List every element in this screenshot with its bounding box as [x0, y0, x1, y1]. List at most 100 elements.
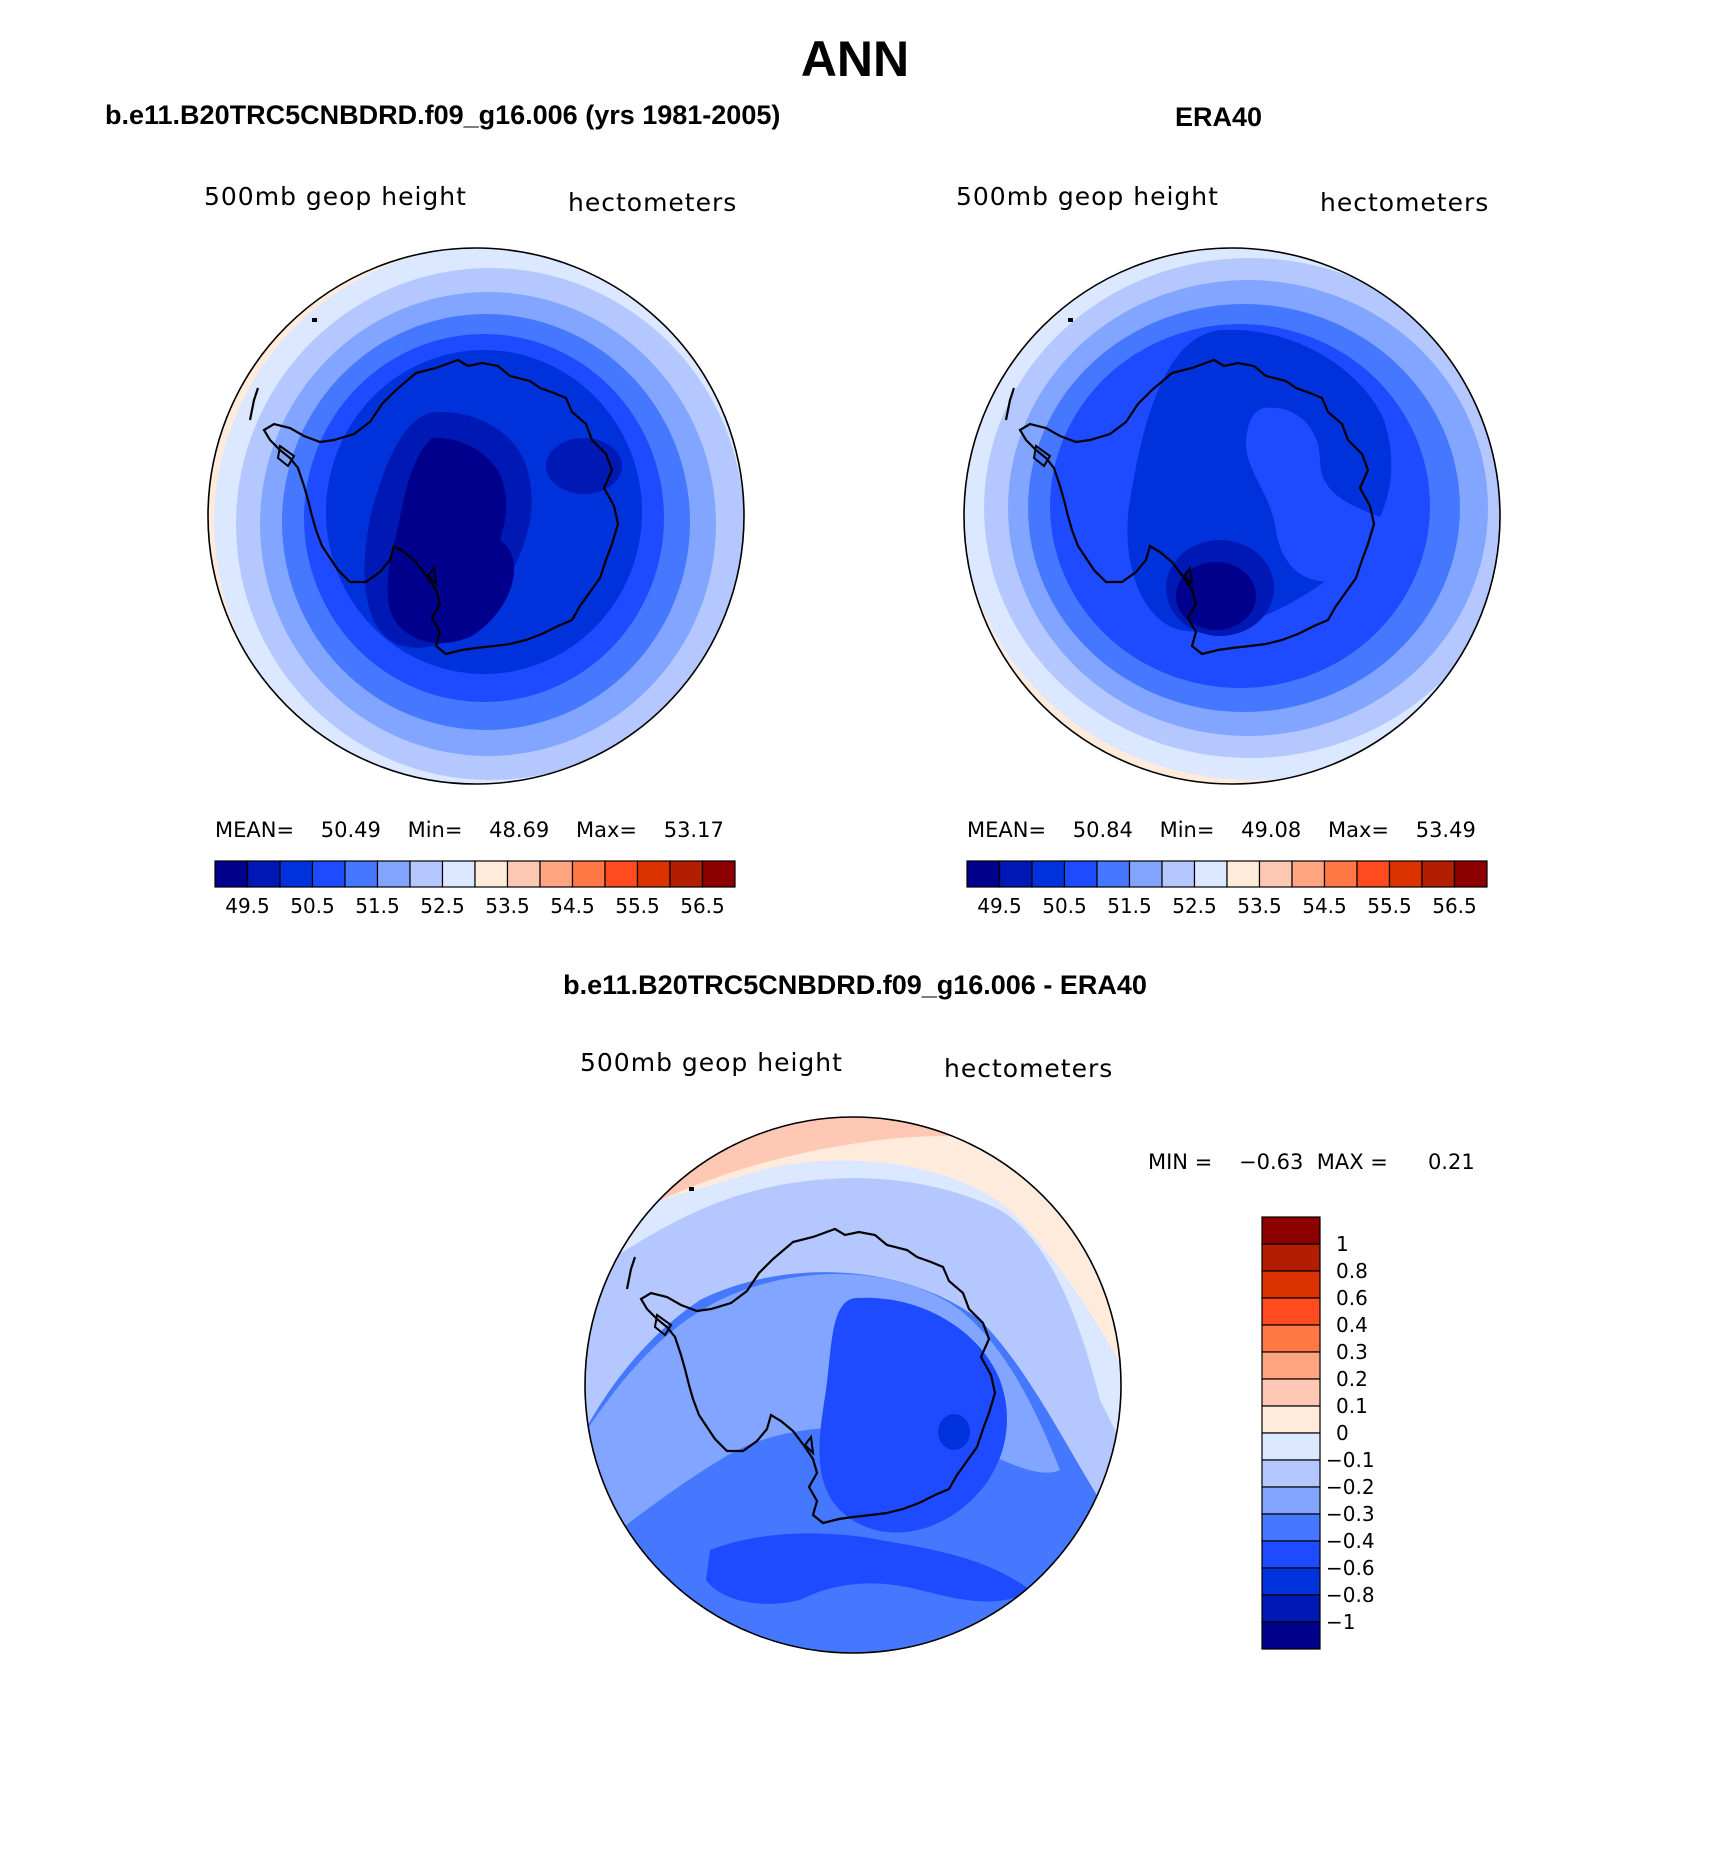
- colorbar-swatch: [506, 860, 541, 888]
- colorbar-swatch: [1261, 1540, 1321, 1569]
- colorbar-tick-label: 49.5: [977, 894, 1022, 918]
- colorbar-swatch: [1261, 1378, 1321, 1407]
- colorbar-tick-label: 50.5: [290, 894, 335, 918]
- panel-model-units-label: hectometers: [568, 188, 738, 217]
- panel-model-stats: MEAN= 50.49 Min= 48.69 Max= 53.17: [215, 818, 724, 842]
- colorbar-tick-label: −0.3: [1326, 1502, 1375, 1526]
- mean-value: 50.84: [1072, 818, 1133, 842]
- colorbar-swatch: [1261, 1567, 1321, 1596]
- contour-band-min: [1176, 562, 1256, 630]
- colorbar-tick-label: −0.1: [1326, 1448, 1375, 1472]
- colorbar-swatch: [1421, 860, 1456, 888]
- panel-diff-stats: MIN = −0.63 MAX = 0.21: [1148, 1150, 1475, 1174]
- colorbar-swatch: [344, 860, 379, 888]
- colorbar-swatch: [1128, 860, 1163, 888]
- colorbar-swatch: [669, 860, 704, 888]
- panel-obs-variable-label: 500mb geop height: [956, 182, 1219, 211]
- map-obs: [963, 247, 1501, 785]
- mean-label: MEAN=: [967, 818, 1047, 842]
- colorbar-swatch: [214, 860, 249, 888]
- colorbar-swatch: [1388, 860, 1423, 888]
- colorbar-tick-label: 50.5: [1042, 894, 1087, 918]
- colorbar-tick-label: 53.5: [1237, 894, 1282, 918]
- colorbar-tick-label: 55.5: [615, 894, 660, 918]
- colorbar-swatch: [604, 860, 639, 888]
- map-model: [207, 247, 745, 785]
- colorbar-tick-label: 53.5: [485, 894, 530, 918]
- colorbar-swatch: [1063, 860, 1098, 888]
- map-diff: [584, 1116, 1122, 1654]
- min-value: 49.08: [1241, 818, 1302, 842]
- contour-band-50-5-interior: [1245, 407, 1392, 582]
- colorbar-tick-label: 0.8: [1326, 1259, 1368, 1283]
- mean-label: MEAN=: [215, 818, 295, 842]
- contour-band-minus-0-4: [819, 1297, 1007, 1533]
- max-value: 53.49: [1415, 818, 1476, 842]
- contour-band-minus-0-1: [585, 1178, 1121, 1560]
- panel-obs-units-label: hectometers: [1320, 188, 1490, 217]
- colorbar-tick-label: 0.1: [1326, 1394, 1368, 1418]
- max-label: Max=: [1327, 818, 1389, 842]
- colorbar-swatch: [1261, 1405, 1321, 1434]
- colorbar-swatch: [1261, 1621, 1321, 1650]
- map-border: [963, 247, 1501, 785]
- colorbar-swatch: [1261, 1324, 1321, 1353]
- colorbar-swatch: [1261, 1243, 1321, 1272]
- colorbar-swatch: [1226, 860, 1261, 888]
- colorbar-swatch: [1261, 1432, 1321, 1461]
- colorbar-tick-label: 52.5: [420, 894, 465, 918]
- colorbar-tick-label: 56.5: [1432, 894, 1477, 918]
- min-value: 48.69: [489, 818, 550, 842]
- colorbar-swatch: [571, 860, 606, 888]
- max-value: 0.21: [1427, 1150, 1475, 1174]
- contour-band-0-1: [600, 1117, 1121, 1400]
- mean-value: 50.49: [320, 818, 381, 842]
- colorbar-swatch: [441, 860, 476, 888]
- colorbar-swatch: [1161, 860, 1196, 888]
- min-label: MIN =: [1148, 1150, 1213, 1174]
- max-label: Max=: [575, 818, 637, 842]
- colorbar-swatch: [1453, 860, 1488, 888]
- colorbar-swatch: [539, 860, 574, 888]
- colorbar-swatch: [1261, 1216, 1321, 1245]
- colorbar-tick-label: 51.5: [1107, 894, 1152, 918]
- colorbar-swatch: [1261, 1351, 1321, 1380]
- colorbar-tick-label: 54.5: [1302, 894, 1347, 918]
- colorbar-swatch: [1261, 1459, 1321, 1488]
- colorbar-swatch: [1291, 860, 1326, 888]
- colorbar-tick-label: −0.6: [1326, 1556, 1375, 1580]
- colorbar-tick-label: 0.3: [1326, 1340, 1368, 1364]
- min-value: −0.63: [1239, 1150, 1304, 1174]
- colorbar-diff: 1 0.8 0.6 0.4 0.3 0.2 0.1 0 −0.1 −0.2 −0.3 −…: [1261, 1216, 1375, 1650]
- colorbar-tick-label: 51.5: [355, 894, 400, 918]
- colorbar-swatch: [966, 860, 1001, 888]
- panel-model-variable-label: 500mb geop height: [204, 182, 467, 211]
- panel-obs-stats: MEAN= 50.84 Min= 49.08 Max= 53.49: [967, 818, 1476, 842]
- colorbar-swatch: [311, 860, 346, 888]
- colorbar-swatch: [1193, 860, 1228, 888]
- main-title: ANN: [800, 31, 910, 87]
- colorbar-tick-label: −0.4: [1326, 1529, 1375, 1553]
- colorbar-tick-label: 0.4: [1326, 1313, 1368, 1337]
- contour-band-min: [387, 437, 515, 644]
- colorbar-swatch: [1261, 1297, 1321, 1326]
- colorbar-swatch: [1261, 1513, 1321, 1542]
- map-border: [584, 1116, 1122, 1654]
- colorbar-swatch: [1096, 860, 1131, 888]
- min-label: Min=: [1159, 818, 1215, 842]
- colorbar-tick-label: −0.2: [1326, 1475, 1375, 1499]
- max-label: MAX =: [1316, 1150, 1388, 1174]
- colorbar-swatch: [409, 860, 444, 888]
- map-border: [207, 247, 745, 785]
- colorbar-swatch: [1261, 1486, 1321, 1515]
- colorbar-swatch: [1356, 860, 1391, 888]
- panel-diff-heading: b.e11.B20TRC5CNBDRD.f09_g16.006 - ERA40: [563, 970, 1147, 1000]
- contour-band-min: [938, 1414, 970, 1450]
- colorbar-swatch: [998, 860, 1033, 888]
- colorbar-swatch: [701, 860, 736, 888]
- colorbar-model: 49.5 50.5 51.5 52.5 53.5 54.5 55.5 56.5: [214, 860, 736, 918]
- colorbar-swatch: [376, 860, 411, 888]
- colorbar-tick-label: 54.5: [550, 894, 595, 918]
- colorbar-swatch: [1258, 860, 1293, 888]
